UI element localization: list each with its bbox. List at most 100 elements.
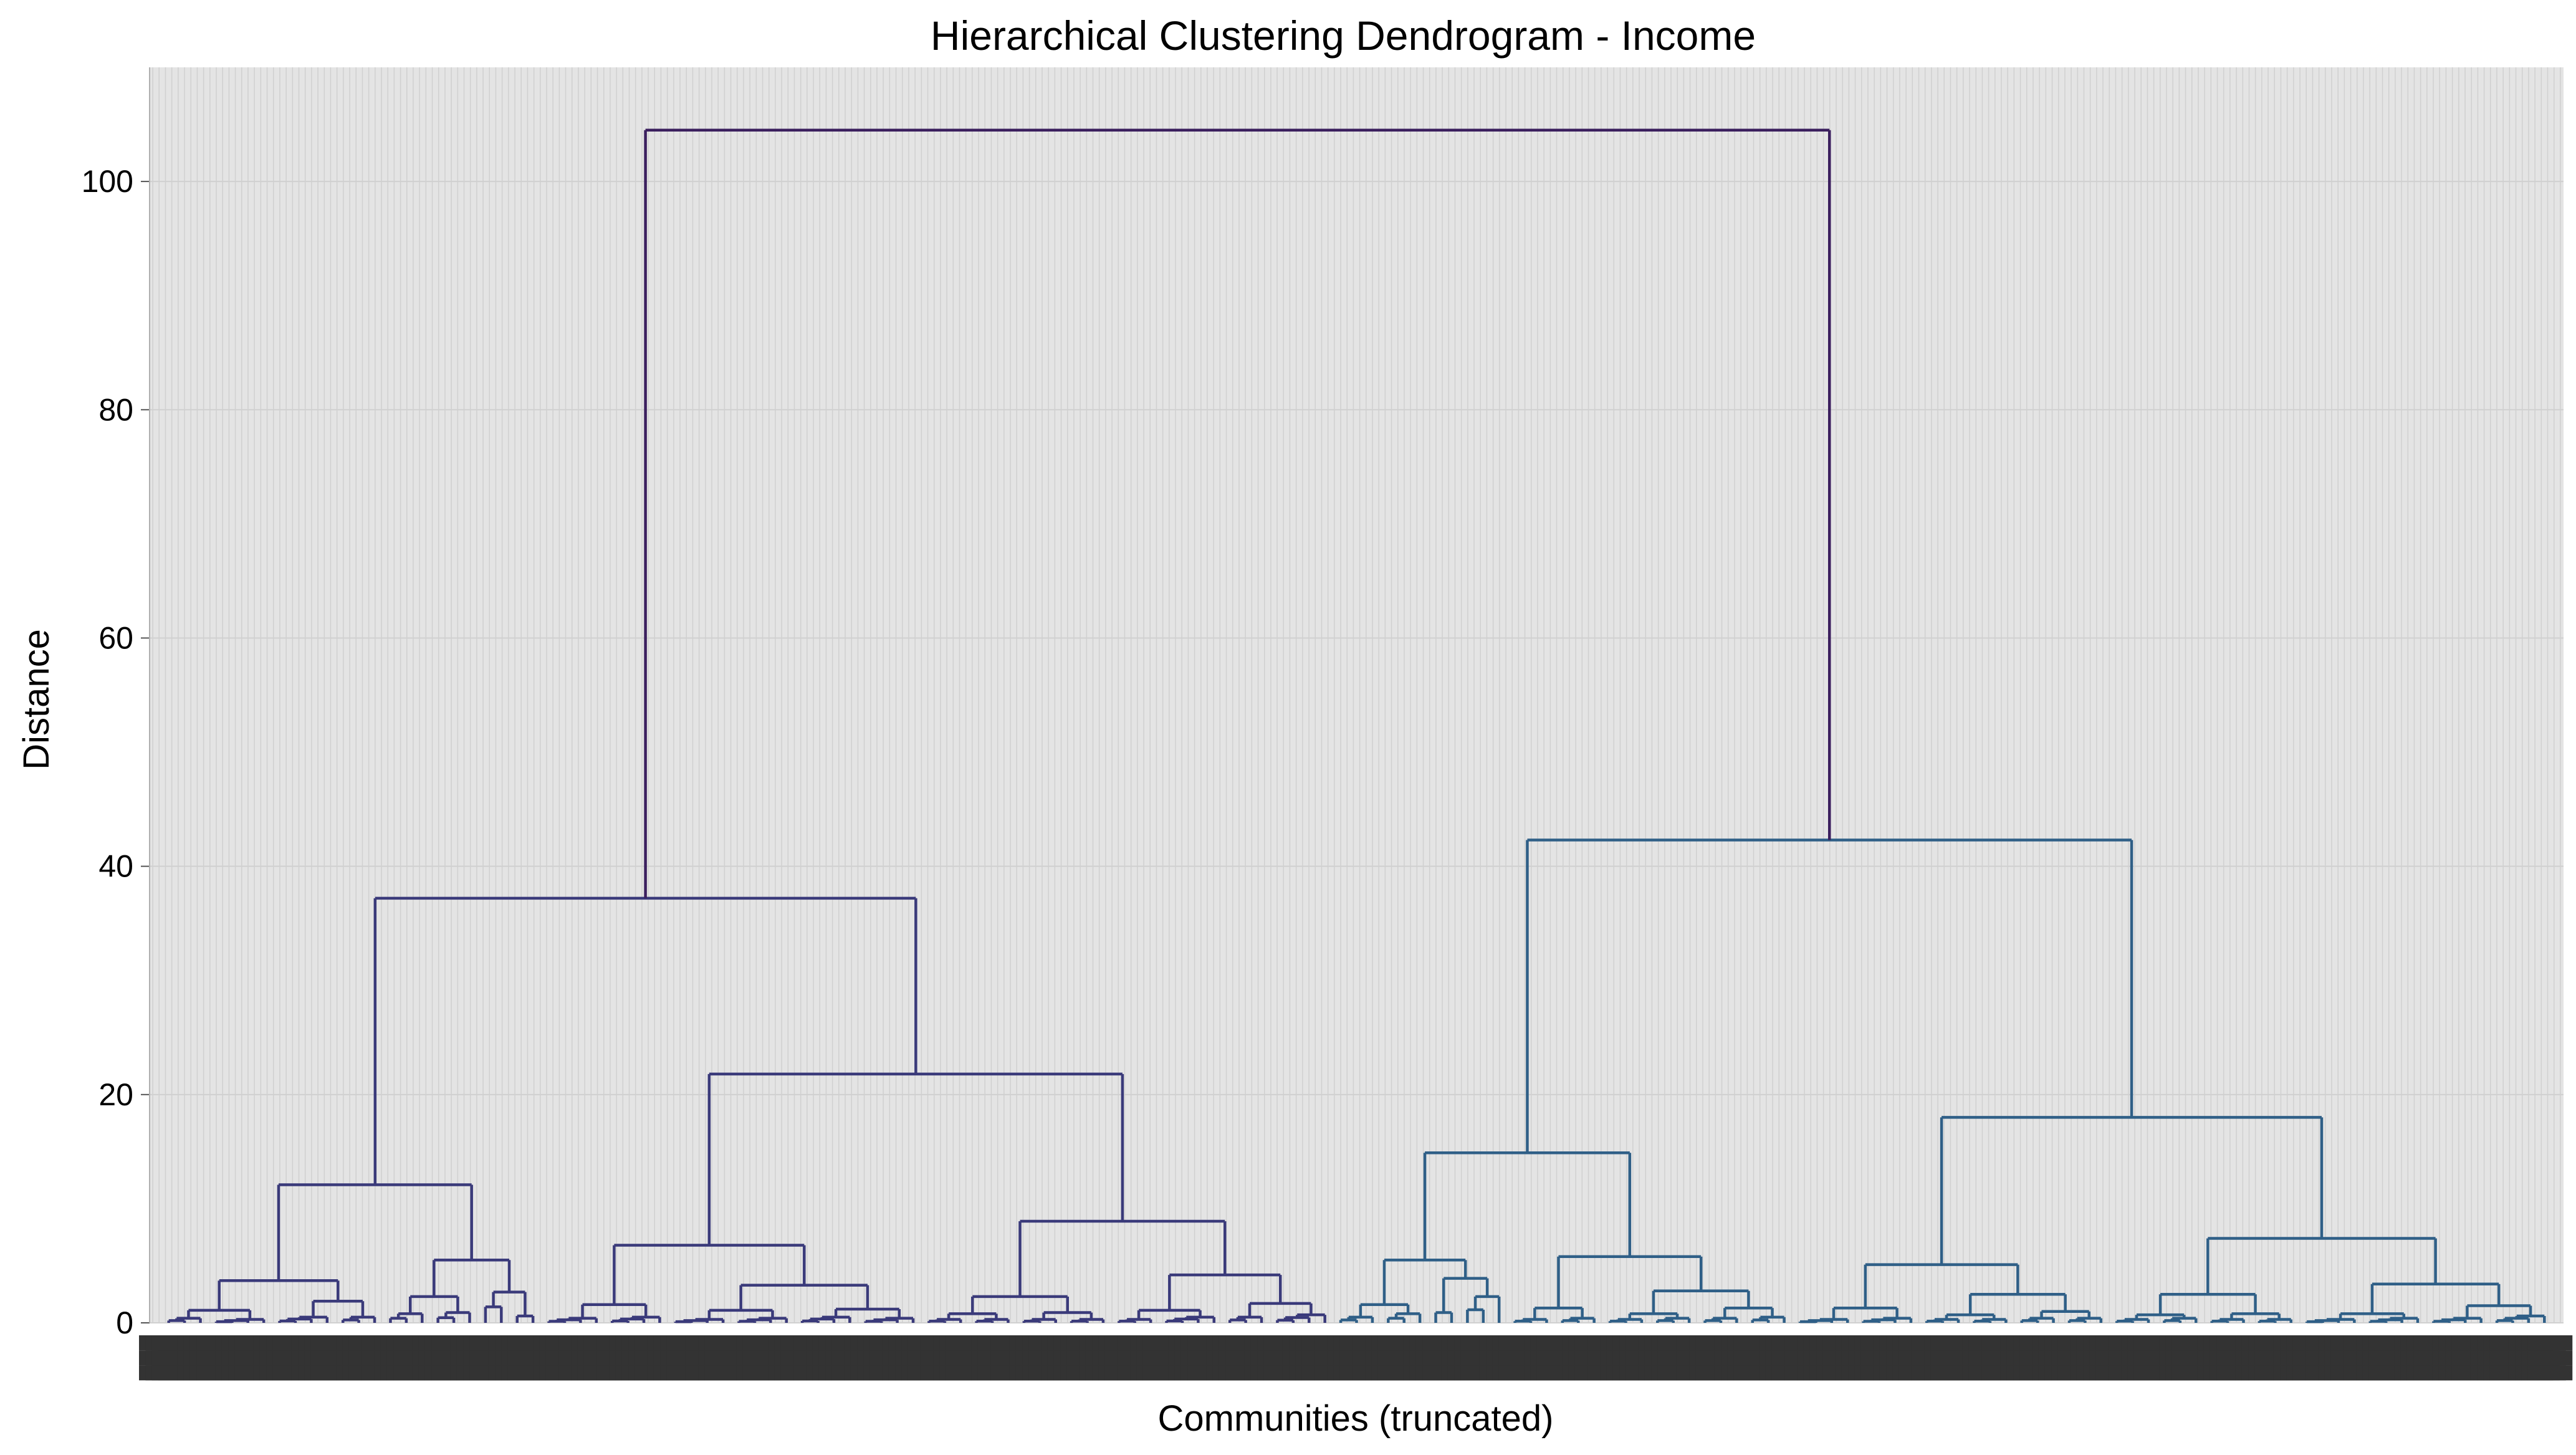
x-tick-label: ███ bbox=[2483, 1335, 2509, 1380]
x-tick-label: ███ bbox=[914, 1335, 941, 1380]
x-tick-label: ███ bbox=[2185, 1335, 2211, 1380]
x-tick-label: ███ bbox=[876, 1335, 902, 1380]
x-tick-label: ███ bbox=[698, 1335, 724, 1380]
x-tick-label: ███ bbox=[692, 1335, 718, 1380]
x-tick-label: ███ bbox=[1086, 1335, 1112, 1380]
x-tick-label: ███ bbox=[1930, 1335, 1956, 1380]
x-tick-label: ███ bbox=[2095, 1335, 2122, 1380]
x-tick-label: ███ bbox=[2172, 1335, 2198, 1380]
x-tick-label: ███ bbox=[965, 1335, 991, 1380]
x-tick-label: ███ bbox=[1594, 1335, 1620, 1380]
x-tick-label: ███ bbox=[2216, 1335, 2243, 1380]
x-tick-label: ███ bbox=[831, 1335, 858, 1380]
x-tick-label: ███ bbox=[863, 1335, 889, 1380]
x-tick-label: ███ bbox=[1842, 1335, 1868, 1380]
x-tick-label: ███ bbox=[2420, 1335, 2446, 1380]
x-tick-label: ███ bbox=[1708, 1335, 1735, 1380]
x-tick-label: ███ bbox=[1733, 1335, 1760, 1380]
x-tick-label: ███ bbox=[2013, 1335, 2039, 1380]
x-tick-label: ███ bbox=[2312, 1335, 2338, 1380]
x-tick-label: ███ bbox=[762, 1335, 788, 1380]
x-tick-label: ███ bbox=[419, 1335, 445, 1380]
x-tick-label: ███ bbox=[317, 1335, 343, 1380]
x-tick-label: ███ bbox=[2509, 1335, 2535, 1380]
x-tick-label: ███ bbox=[1536, 1335, 1563, 1380]
x-tick-label: ███ bbox=[1867, 1335, 1893, 1380]
x-tick-label: ███ bbox=[285, 1335, 311, 1380]
x-tick-label: ███ bbox=[1314, 1335, 1341, 1380]
x-tick-label: ███ bbox=[1359, 1335, 1385, 1380]
x-tick-label: ███ bbox=[2400, 1335, 2426, 1380]
x-tick-label: ███ bbox=[2286, 1335, 2312, 1380]
x-tick-label: ███ bbox=[2032, 1335, 2058, 1380]
x-tick-label: ███ bbox=[247, 1335, 273, 1380]
x-tick-label: ███ bbox=[2540, 1335, 2567, 1380]
x-tick-label: ███ bbox=[2394, 1335, 2420, 1380]
x-tick-label: ███ bbox=[1753, 1335, 1779, 1380]
x-tick-label: ███ bbox=[857, 1335, 883, 1380]
x-tick-label: ███ bbox=[1670, 1335, 1696, 1380]
x-tick-label: ███ bbox=[151, 1335, 178, 1380]
x-tick-label: ███ bbox=[355, 1335, 381, 1380]
x-tick-label: ███ bbox=[838, 1335, 864, 1380]
x-tick-label: ███ bbox=[755, 1335, 782, 1380]
x-tick-label: ███ bbox=[1556, 1335, 1582, 1380]
x-tick-label: ███ bbox=[2045, 1335, 2071, 1380]
x-tick-label: ███ bbox=[1251, 1335, 1277, 1380]
x-tick-label: ███ bbox=[933, 1335, 959, 1380]
x-tick-label: ███ bbox=[1918, 1335, 1944, 1380]
x-tick-label: ███ bbox=[971, 1335, 997, 1380]
x-tick-label: ███ bbox=[959, 1335, 985, 1380]
x-tick-label: ███ bbox=[2426, 1335, 2452, 1380]
x-tick-label: ███ bbox=[1454, 1335, 1480, 1380]
x-tick-label: ███ bbox=[1664, 1335, 1690, 1380]
x-tick-label: ███ bbox=[1797, 1335, 1823, 1380]
x-tick-label: ███ bbox=[1702, 1335, 1728, 1380]
x-tick-label: ███ bbox=[1028, 1335, 1055, 1380]
x-tick-label: ███ bbox=[2356, 1335, 2382, 1380]
x-tick-label: ███ bbox=[2458, 1335, 2484, 1380]
x-tick-label: ███ bbox=[533, 1335, 559, 1380]
x-tick-label: ███ bbox=[1333, 1335, 1359, 1380]
y-tick-label: 40 bbox=[98, 849, 133, 884]
x-tick-label: ███ bbox=[774, 1335, 800, 1380]
x-tick-label: ███ bbox=[2280, 1335, 2306, 1380]
x-tick-label: ███ bbox=[145, 1335, 171, 1380]
x-tick-label: ███ bbox=[2140, 1335, 2167, 1380]
x-tick-label: ███ bbox=[1880, 1335, 1906, 1380]
x-tick-label: ███ bbox=[1632, 1335, 1658, 1380]
x-tick-label: ███ bbox=[1988, 1335, 2014, 1380]
x-tick-label: ███ bbox=[1848, 1335, 1874, 1380]
x-tick-label: ███ bbox=[793, 1335, 820, 1380]
x-tick-label: ███ bbox=[1073, 1335, 1099, 1380]
x-tick-label: ███ bbox=[1803, 1335, 1829, 1380]
x-tick-label: ███ bbox=[2502, 1335, 2529, 1380]
x-tick-label: ███ bbox=[768, 1335, 794, 1380]
x-tick-label: ███ bbox=[1200, 1335, 1226, 1380]
x-tick-label: ███ bbox=[1232, 1335, 1258, 1380]
x-tick-label: ███ bbox=[2432, 1335, 2458, 1380]
x-tick-label: ███ bbox=[1422, 1335, 1448, 1380]
x-tick-label: ███ bbox=[2388, 1335, 2414, 1380]
x-tick-label: ███ bbox=[2362, 1335, 2388, 1380]
x-tick-label: ███ bbox=[463, 1335, 489, 1380]
x-tick-label: ███ bbox=[660, 1335, 686, 1380]
x-tick-label: ███ bbox=[507, 1335, 534, 1380]
x-tick-label: ███ bbox=[1174, 1335, 1200, 1380]
x-tick-label: ███ bbox=[1142, 1335, 1169, 1380]
x-tick-label: ███ bbox=[654, 1335, 680, 1380]
x-tick-label: ███ bbox=[476, 1335, 502, 1380]
x-tick-label: ███ bbox=[209, 1335, 235, 1380]
x-tick-label: ███ bbox=[1968, 1335, 1994, 1380]
x-tick-label: ███ bbox=[1295, 1335, 1321, 1380]
x-tick-label: ███ bbox=[1263, 1335, 1290, 1380]
x-tick-label: ███ bbox=[1765, 1335, 1791, 1380]
y-tick-label: 80 bbox=[98, 392, 133, 427]
x-tick-label: ███ bbox=[304, 1335, 330, 1380]
x-tick-label: ███ bbox=[806, 1335, 832, 1380]
x-tick-label: ███ bbox=[1645, 1335, 1671, 1380]
x-tick-label: ███ bbox=[1574, 1335, 1601, 1380]
x-tick-label: ███ bbox=[215, 1335, 241, 1380]
x-tick-label: ███ bbox=[1778, 1335, 1804, 1380]
x-tick-label: ███ bbox=[387, 1335, 413, 1380]
